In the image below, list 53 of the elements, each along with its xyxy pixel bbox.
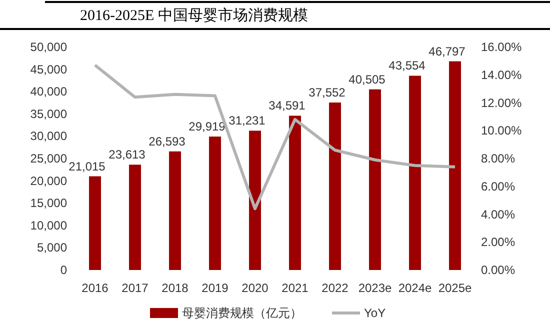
bar (289, 116, 301, 270)
x-tick-label: 2017 (122, 281, 149, 295)
y-tick-label: 20,000 (30, 174, 68, 188)
data-label: 37,552 (308, 86, 346, 100)
y-tick-label: 0 (60, 263, 68, 277)
bar (449, 61, 461, 270)
x-tick-label: 2024e (398, 281, 432, 295)
y2-tick-label: 4.00% (481, 207, 516, 222)
data-label: 23,613 (108, 148, 146, 162)
data-label: 46,797 (428, 44, 466, 58)
y2-tick-label: 6.00% (481, 179, 516, 194)
x-tick-label: 2019 (202, 281, 229, 295)
x-tick-label: 2025e (438, 281, 472, 295)
y2-tick-label: 8.00% (481, 152, 516, 166)
bar (249, 130, 261, 270)
legend-label: 母婴消费规模（亿元） (182, 306, 302, 320)
y2-tick-label: 16.00% (481, 40, 522, 54)
y2-tick-label: 0.00% (481, 263, 516, 277)
y-tick-label: 15,000 (30, 196, 68, 210)
y-tick-label: 50,000 (30, 40, 68, 54)
data-label: 34,591 (268, 98, 306, 113)
bar (369, 89, 381, 270)
data-label: 26,593 (148, 134, 186, 148)
data-label: 40,505 (348, 72, 386, 86)
y-tick-label: 25,000 (30, 152, 68, 166)
y-tick-label: 30,000 (30, 129, 68, 144)
y2-tick-label: 2.00% (481, 235, 516, 250)
bar (169, 151, 181, 270)
y-tick-label: 10,000 (30, 218, 68, 232)
y2-tick-label: 10.00% (481, 124, 522, 138)
data-label: 21,015 (68, 159, 106, 174)
y-tick-label: 35,000 (30, 106, 68, 121)
bar (129, 164, 141, 270)
bar (409, 76, 421, 270)
y-tick-label: 45,000 (30, 62, 68, 76)
y2-tick-label: 12.00% (481, 96, 522, 110)
data-label: 43,554 (388, 58, 426, 73)
y-tick-label: 5,000 (36, 240, 68, 255)
bar (89, 176, 101, 270)
y2-tick-label: 14.00% (481, 68, 522, 82)
x-tick-label: 2023e (358, 281, 392, 295)
data-label: 29,919 (188, 120, 226, 134)
x-tick-label: 2016 (82, 281, 109, 295)
x-tick-label: 2018 (162, 281, 189, 295)
x-tick-label: 2020 (242, 281, 269, 295)
bar (329, 102, 341, 270)
x-tick-label: 2022 (322, 281, 349, 295)
y-tick-label: 40,000 (30, 84, 68, 99)
x-tick-label: 2021 (282, 281, 309, 295)
bar (209, 136, 221, 270)
chart-title: 2016-2025E 中国母婴市场消费规模 (80, 7, 308, 24)
data-label: 31,231 (228, 114, 266, 128)
legend-label: YoY (364, 306, 386, 320)
